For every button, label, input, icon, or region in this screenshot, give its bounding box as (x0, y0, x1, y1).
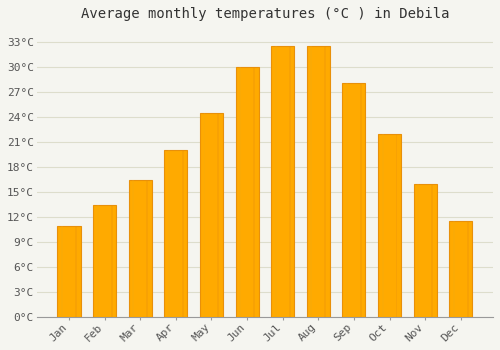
Bar (414, 184, 436, 317)
Bar (200, 113, 223, 317)
Bar (431, 184, 433, 317)
Bar (146, 180, 148, 317)
Bar (382, 134, 384, 317)
Bar (58, 225, 80, 317)
Bar (204, 113, 206, 317)
Bar (132, 180, 134, 317)
Bar (164, 150, 188, 317)
Bar (342, 83, 365, 317)
Bar (218, 113, 220, 317)
Bar (93, 205, 116, 317)
Bar (182, 150, 184, 317)
Bar (310, 46, 312, 317)
Bar (110, 205, 112, 317)
Bar (271, 46, 294, 317)
Bar (236, 67, 258, 317)
Bar (324, 46, 326, 317)
Bar (346, 83, 348, 317)
Bar (396, 134, 398, 317)
Bar (378, 134, 401, 317)
Bar (75, 225, 77, 317)
Bar (239, 67, 241, 317)
Bar (360, 83, 362, 317)
Bar (168, 150, 170, 317)
Bar (306, 46, 330, 317)
Bar (253, 67, 255, 317)
Bar (453, 221, 454, 317)
Bar (128, 180, 152, 317)
Bar (449, 221, 472, 317)
Bar (275, 46, 276, 317)
Bar (61, 225, 63, 317)
Bar (97, 205, 98, 317)
Title: Average monthly temperatures (°C ) in Debila: Average monthly temperatures (°C ) in De… (80, 7, 449, 21)
Bar (288, 46, 290, 317)
Bar (467, 221, 468, 317)
Bar (418, 184, 419, 317)
